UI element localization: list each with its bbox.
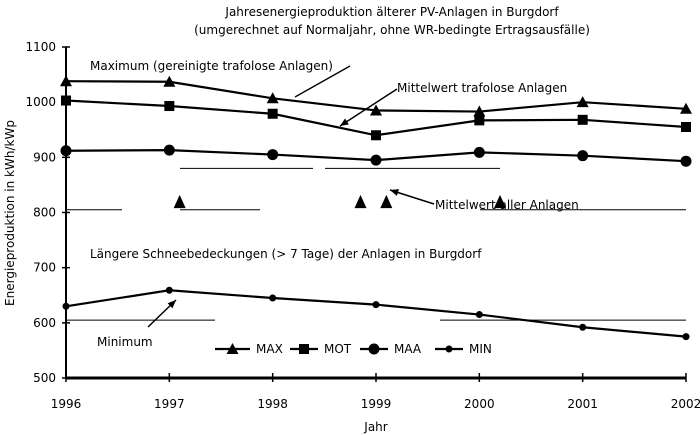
point-maa	[473, 146, 485, 158]
point-max	[680, 102, 692, 114]
chart-subtitle: (umgerechnet auf Normaljahr, ohne WR-bed…	[194, 23, 590, 37]
point-max	[576, 96, 589, 108]
point-max	[370, 104, 382, 116]
annotation-maximum: Maximum (gereinigte trafolose Anlagen)	[90, 59, 333, 73]
y-tick-label: 1100	[25, 40, 56, 54]
point-min	[475, 311, 483, 319]
point-max	[266, 92, 279, 104]
point-maa	[577, 150, 589, 162]
x-tick-label: 2001	[567, 397, 598, 411]
point-mot	[681, 121, 691, 132]
y-tick-label: 1000	[25, 95, 56, 109]
chart-title: Jahresenergieproduktion älterer PV-Anlag…	[224, 5, 559, 19]
point-min	[62, 302, 70, 310]
x-tick-label: 2002	[671, 397, 700, 411]
axes: 500 600 700 800 900 1000 1100 1996 1997 1998 1999 2…	[25, 40, 700, 411]
point-min	[372, 301, 380, 309]
point-max	[163, 75, 176, 87]
x-axis-label: Jahr	[363, 420, 387, 434]
legend-marker-mot	[299, 344, 309, 354]
point-maa	[370, 154, 382, 166]
point-maa	[267, 149, 279, 161]
legend-label-max: MAX	[256, 342, 283, 356]
point-mot	[267, 108, 278, 119]
point-min	[269, 294, 277, 302]
legend-label-min: MIN	[469, 342, 492, 356]
point-max	[473, 105, 486, 117]
annotation-minimum: Minimum	[97, 335, 153, 349]
x-tick-label: 1996	[51, 397, 82, 411]
y-tick-label: 800	[33, 206, 56, 220]
y-tick-label: 600	[33, 316, 56, 330]
point-maa	[680, 155, 692, 167]
point-max	[60, 75, 72, 87]
series-line-min	[65, 289, 687, 338]
point-maa	[163, 144, 175, 156]
legend-label-maa: MAA	[394, 342, 422, 356]
legend: MAX MOT MAA MIN	[215, 342, 492, 356]
point-mot	[474, 115, 485, 126]
point-mot	[61, 95, 71, 106]
point-mot	[164, 101, 175, 112]
y-tick-label: 700	[33, 261, 56, 275]
snow-event-arrow-head	[494, 194, 506, 209]
y-axis-label: Energieproduktion in kWh/kWp	[3, 120, 17, 306]
snow-event-arrow-head	[380, 194, 393, 209]
x-tick-label: 1997	[154, 397, 185, 411]
series-layer	[60, 75, 692, 341]
point-min	[682, 333, 690, 341]
point-mot	[577, 114, 588, 125]
annotation-mittelwert-trafolos-arrow-head	[340, 118, 349, 126]
y-tick-label: 500	[33, 371, 56, 385]
y-tick-label: 900	[33, 150, 56, 164]
annotation-maximum-leader	[294, 65, 351, 98]
x-tick-label: 2000	[464, 397, 495, 411]
annotation-mittelwert-alle-arrow-head	[390, 189, 399, 196]
legend-label-mot: MOT	[324, 342, 352, 356]
x-tick-label: 1999	[361, 397, 392, 411]
point-mot	[371, 130, 381, 141]
annotations: Maximum (gereinigte trafolose Anlagen) Mi…	[90, 59, 579, 349]
snow-event-arrow-head	[354, 194, 367, 209]
annotation-mittelwert-alle: Mittelwert aller Anlagen	[435, 198, 579, 212]
annotation-schneebedeckung: Längere Schneebedeckungen (> 7 Tage) der…	[90, 247, 482, 261]
reference-lines	[66, 167, 686, 321]
point-min	[165, 286, 173, 294]
snow-event-arrow-head	[173, 194, 186, 209]
point-min	[579, 323, 587, 331]
legend-marker-max	[226, 343, 239, 354]
annotation-mittelwert-trafolos: Mittelwert trafolose Anlagen	[397, 81, 567, 95]
point-maa	[60, 145, 72, 157]
x-tick-label: 1998	[257, 397, 288, 411]
annotation-minimum-arrow-head	[167, 300, 176, 309]
legend-marker-maa	[368, 343, 380, 355]
legend-marker-min	[445, 345, 453, 353]
annotation-mittelwert-trafolos-arrow	[339, 88, 398, 127]
